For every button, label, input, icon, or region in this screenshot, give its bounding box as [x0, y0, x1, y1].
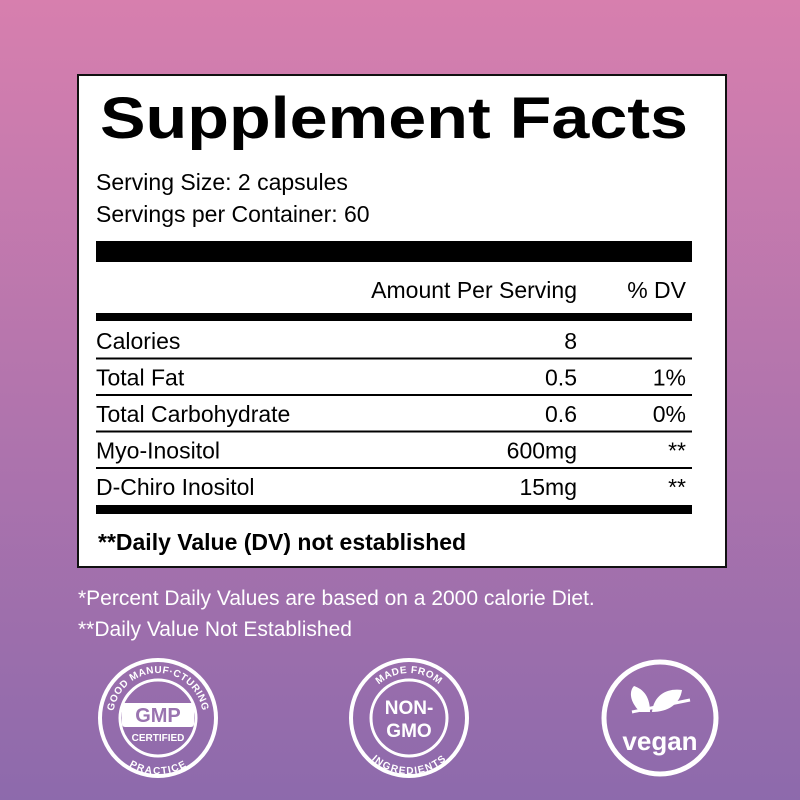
- badge-center: GMP: [135, 705, 181, 727]
- badge-center: vegan: [622, 726, 697, 756]
- badge-center: NON-: [385, 698, 434, 719]
- serving-size: Serving Size: 2 capsules: [96, 169, 348, 195]
- dv-header: % DV: [627, 277, 686, 303]
- note: *Percent Daily Values are based on a 200…: [78, 587, 595, 610]
- row-amount: 0.5: [545, 365, 577, 391]
- row-label: Myo-Inositol: [96, 438, 220, 464]
- amount-header: Amount Per Serving: [371, 277, 577, 303]
- row-amount: 8: [564, 328, 577, 354]
- panel-footnote: **Daily Value (DV) not established: [98, 529, 466, 555]
- row-amount: 0.6: [545, 401, 577, 427]
- gmp-badge: GOOD MANUF·CTURING PRACTICE GMP CERTIFIE…: [98, 658, 218, 778]
- row-dv: 0%: [653, 401, 686, 427]
- thick-rule: [96, 241, 692, 262]
- row-dv: 1%: [653, 365, 686, 391]
- badge-sub: GMO: [386, 721, 431, 742]
- row-divider: [96, 394, 692, 396]
- medium-rule: [96, 505, 692, 514]
- vegan-badge: vegan: [601, 659, 719, 777]
- row-amount: 15mg: [519, 474, 577, 500]
- row-label: D-Chiro Inositol: [96, 474, 255, 500]
- medium-rule: [96, 313, 692, 321]
- row-divider: [96, 467, 692, 469]
- row-label: Total Carbohydrate: [96, 401, 290, 427]
- servings-per-container: Servings per Container: 60: [96, 201, 370, 227]
- note: **Daily Value Not Established: [78, 618, 352, 641]
- row-divider: [96, 357, 692, 360]
- facts-rows: Calories 8 Total Fat 0.5 1% Total Carbohydrat…: [96, 328, 692, 500]
- row-label: Total Fat: [96, 365, 185, 391]
- row-dv: **: [668, 474, 686, 500]
- row-divider: [96, 430, 692, 433]
- row-amount: 600mg: [507, 438, 577, 464]
- badge-sub: CERTIFIED: [132, 733, 185, 744]
- panel-title: Supplement Facts: [100, 86, 688, 151]
- row-dv: **: [668, 438, 686, 464]
- row-label: Calories: [96, 328, 180, 354]
